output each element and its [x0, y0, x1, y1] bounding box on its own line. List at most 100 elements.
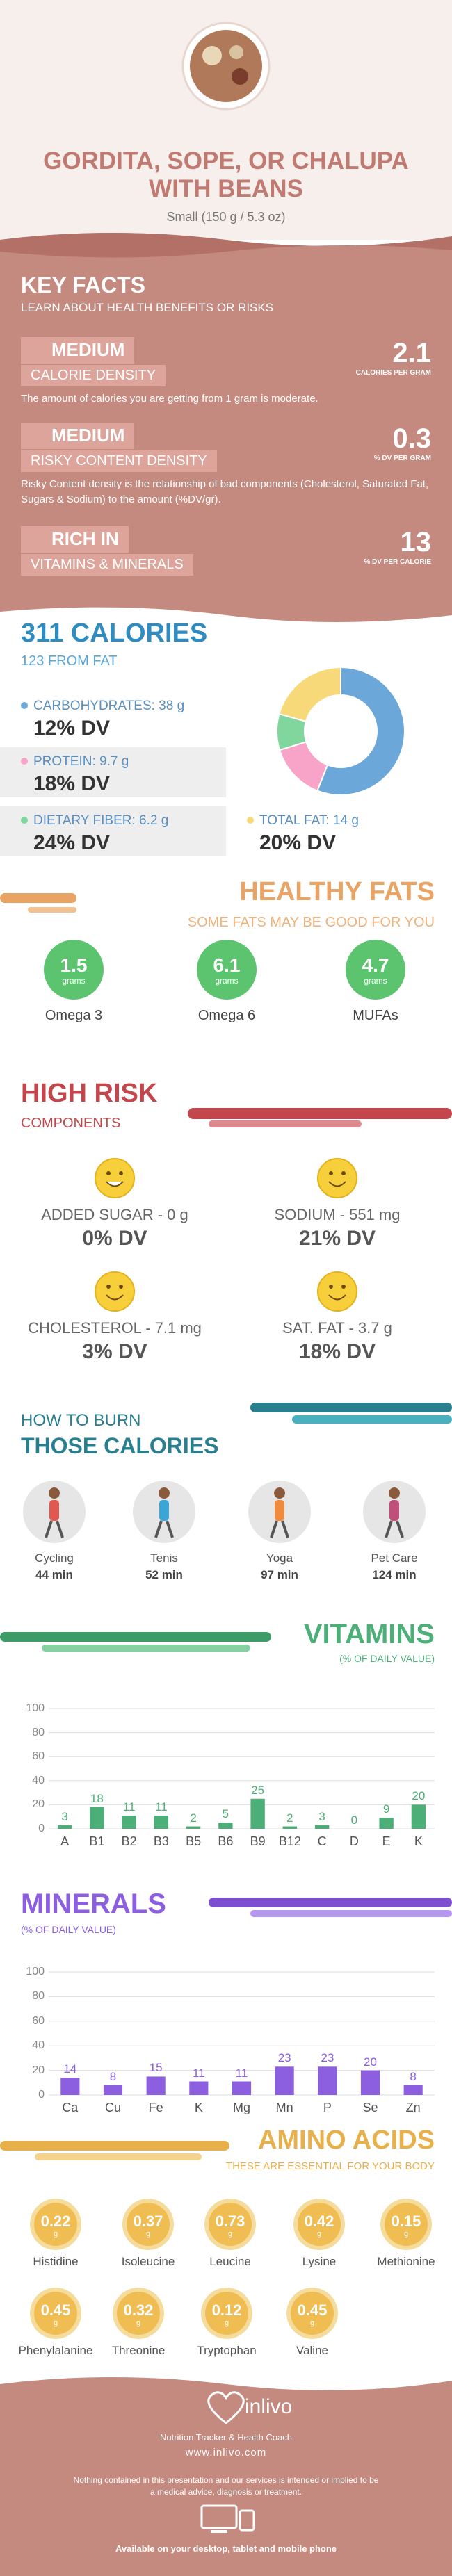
activity-name: Yoga — [266, 1551, 293, 1565]
x-tick-label: K — [414, 1834, 423, 1848]
bar-label: 15 — [149, 2061, 163, 2075]
bar — [318, 2066, 337, 2095]
x-tick-label: B2 — [121, 1834, 137, 1848]
bar-label: 18 — [90, 1791, 104, 1805]
fat-name: MUFAs — [353, 1008, 398, 1023]
amino-name: Lysine — [302, 2255, 337, 2268]
x-tick-label: B12 — [278, 1834, 301, 1848]
legend-label: DIETARY FIBER: 6.2 g — [33, 813, 169, 828]
amino-value: 0.45 — [297, 2301, 328, 2319]
fat-unit: grams — [62, 976, 86, 986]
amino-name: Threonine — [111, 2344, 166, 2357]
risk-dv: 3% DV — [82, 1340, 147, 1363]
fat-circle — [44, 940, 104, 1000]
x-tick-label: Ca — [62, 2101, 79, 2114]
activity-leg — [281, 1520, 289, 1538]
bar — [282, 1826, 298, 1829]
fat-circle — [197, 940, 257, 1000]
x-tick-label: E — [382, 1834, 391, 1848]
amino-circle — [385, 2203, 428, 2246]
legend-box — [0, 806, 226, 856]
amino-circle — [117, 2292, 160, 2335]
activity-leg — [154, 1520, 163, 1538]
bar — [186, 1826, 201, 1829]
bar-label: 8 — [109, 2069, 117, 2083]
legend-box — [0, 747, 226, 797]
donut-segment — [316, 666, 405, 796]
emoji-eye — [106, 1285, 111, 1289]
amino-circle — [291, 2292, 334, 2335]
brand: inlivo — [245, 2395, 293, 2418]
bar — [411, 1804, 426, 1829]
activity-time: 97 min — [261, 1568, 298, 1581]
x-tick-label: Cu — [104, 2101, 121, 2114]
legend-dv: 12% DV — [33, 717, 111, 740]
label-box: VITAMINS & MINERALS — [21, 554, 193, 576]
x-tick-label: P — [323, 2101, 332, 2114]
donut-segment — [278, 666, 341, 723]
bar-label: 11 — [235, 2066, 248, 2080]
deco-band — [28, 907, 76, 913]
fat-unit: grams — [364, 976, 387, 986]
section-title: HIGH RISK — [21, 1079, 158, 1108]
risk-label: SODIUM - 551 mg — [274, 1206, 401, 1223]
bar — [250, 1798, 265, 1829]
donut-segment — [278, 741, 329, 792]
amino-value: 0.45 — [40, 2301, 71, 2319]
x-tick-label: Se — [362, 2101, 378, 2114]
chart-title: MINERALS — [21, 1889, 166, 1919]
bar-label: 3 — [61, 1809, 68, 1823]
x-tick-label: Zn — [405, 2101, 421, 2114]
bar-label: 3 — [318, 1809, 325, 1823]
risk-label: CHOLESTEROL - 7.1 mg — [28, 1319, 202, 1337]
fact-description: Risky Content density is the relationshi… — [21, 478, 429, 505]
x-tick-label: B3 — [153, 1834, 169, 1848]
x-tick-label: Mn — [275, 2101, 293, 2114]
bar — [122, 1815, 136, 1829]
url: www.inlivo.com — [185, 2447, 267, 2459]
y-tick-label: 40 — [32, 2039, 45, 2052]
chart-subtitle: (% OF DAILY VALUE) — [21, 1924, 116, 1935]
amino-name: Histidine — [33, 2255, 79, 2268]
bar — [154, 1815, 169, 1829]
activity-leg — [396, 1520, 404, 1538]
activity-time: 124 min — [372, 1568, 417, 1581]
emoji-face — [95, 1271, 135, 1312]
fat-unit: grams — [215, 976, 239, 986]
title: GORDITA, SOPE, OR CHALUPA WITH BEANS — [43, 147, 409, 203]
y-tick-label: 60 — [32, 2014, 45, 2027]
legend-dot — [247, 817, 254, 824]
device-icon — [239, 2509, 255, 2532]
food-detail — [202, 46, 222, 65]
section-title: KEY FACTS — [21, 272, 145, 297]
amino-unit: g — [53, 2319, 58, 2327]
section-title: THOSE CALORIES — [21, 1433, 219, 1458]
deco-band — [0, 1632, 271, 1642]
bar-label: 11 — [122, 1800, 136, 1813]
bar-label: 0 — [350, 1813, 358, 1827]
legend-dv: 24% DV — [33, 831, 111, 854]
emoji-eye — [341, 1171, 346, 1175]
risk-dv: 18% DV — [298, 1340, 376, 1363]
emoji-eye — [106, 1171, 111, 1175]
x-tick-label: B1 — [89, 1834, 105, 1848]
risk-dv: 21% DV — [298, 1227, 376, 1250]
y-tick-label: 40 — [32, 1774, 45, 1786]
amino-value: 0.73 — [215, 2212, 245, 2230]
emoji-eye — [119, 1171, 123, 1175]
emoji-eye — [341, 1285, 346, 1289]
level-box: MEDIUM — [21, 423, 135, 449]
y-tick-label: 80 — [32, 1726, 45, 1738]
deco-band — [35, 2153, 202, 2160]
x-tick-label: B6 — [218, 1834, 234, 1848]
activity-time: 52 min — [145, 1568, 183, 1581]
activity-time: 44 min — [35, 1568, 73, 1581]
amino-circle — [209, 2203, 252, 2246]
emoji-mouth — [328, 1294, 346, 1301]
deco-band — [209, 1120, 362, 1127]
x-tick-label: D — [349, 1834, 359, 1848]
available: Available on your desktop, tablet and mo… — [115, 2543, 337, 2554]
device-icon — [200, 2504, 238, 2529]
activity-head — [389, 1487, 400, 1499]
